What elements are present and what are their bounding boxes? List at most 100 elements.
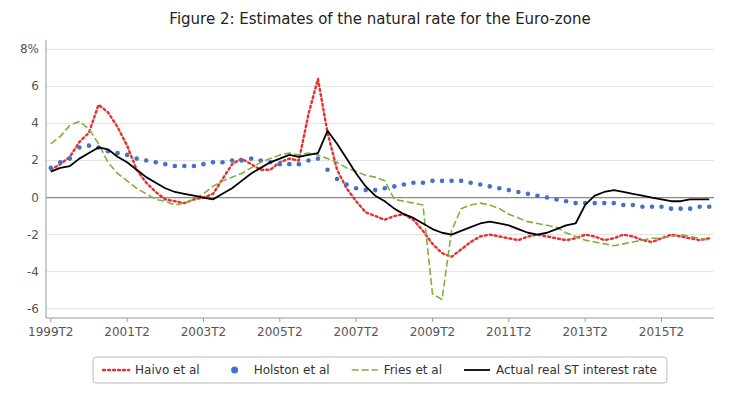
grid-line: [46, 86, 714, 87]
series-point: [507, 188, 512, 193]
x-tick-label: 2011T2: [486, 325, 532, 339]
series-point: [421, 180, 426, 185]
y-tick-label: 8%: [20, 42, 39, 56]
legend-item: Haivo et al: [103, 363, 200, 377]
series-point: [125, 153, 130, 158]
series-point: [153, 160, 158, 165]
series-point: [478, 182, 483, 187]
series-point: [392, 184, 397, 189]
y-tick-label: 2: [31, 153, 39, 167]
series-point: [612, 201, 617, 206]
y-tick-label: -2: [27, 228, 39, 242]
x-tick-label: 2003T2: [181, 325, 227, 339]
series-point: [354, 186, 359, 191]
series-line: [51, 79, 709, 257]
legend-item: Holston et al: [231, 363, 330, 377]
series-point: [58, 160, 63, 165]
series-line: [51, 131, 709, 235]
series-point: [487, 184, 492, 189]
series-point: [449, 179, 454, 184]
series-point: [201, 162, 206, 167]
series-point: [554, 197, 559, 202]
x-tick-label: 2009T2: [410, 325, 456, 339]
x-tick-label: 2001T2: [104, 325, 150, 339]
legend-label: Fries et al: [384, 363, 442, 377]
legend-label: Haivo et al: [135, 363, 200, 377]
x-tick-label: 2013T2: [562, 325, 608, 339]
legend: Haivo et al Holston et al Fries et al Actua…: [93, 357, 667, 383]
series-point: [669, 206, 674, 211]
grid-line: [46, 234, 714, 235]
series-point: [48, 166, 53, 171]
y-tick-label: -6: [27, 302, 39, 316]
series-point: [640, 205, 645, 210]
chart: Figure 2: Estimates of the natural rate …: [0, 0, 730, 409]
series-point: [325, 167, 330, 172]
x-tick-label: 2007T2: [333, 325, 379, 339]
x-axis: 1999T2 2001T2 2003T2 2005T2 2007T2 2009T2 2011…: [28, 318, 684, 339]
x-tick-label: 2005T2: [257, 325, 303, 339]
x-tick: [50, 318, 51, 322]
series-point: [163, 162, 168, 167]
series-point: [306, 158, 311, 163]
series-point: [239, 158, 244, 163]
series-point: [650, 205, 655, 210]
series-point: [220, 160, 225, 165]
series-point: [77, 145, 82, 150]
series-point: [134, 156, 139, 161]
y-tick-label: -4: [27, 265, 39, 279]
series-point: [688, 206, 693, 211]
series-line: [51, 122, 709, 300]
legend-swatch: [352, 369, 378, 371]
series-point: [430, 179, 435, 184]
x-tick: [585, 318, 586, 322]
series-point: [697, 205, 702, 210]
x-tick-label: 2015T2: [639, 325, 685, 339]
series-point: [249, 156, 254, 161]
x-tick: [508, 318, 509, 322]
series-point: [382, 186, 387, 191]
x-tick: [279, 318, 280, 322]
x-tick: [432, 318, 433, 322]
grid-line: [46, 308, 714, 309]
legend-swatch: [103, 369, 129, 371]
series-point: [535, 193, 540, 198]
series-point: [573, 201, 578, 206]
series-point: [678, 206, 683, 211]
series-point: [373, 188, 378, 193]
legend-box: [93, 357, 667, 383]
series-point: [631, 203, 636, 208]
y-tick-label: 0: [31, 191, 39, 205]
series-point: [526, 192, 531, 197]
series-point: [87, 143, 92, 148]
series-point: [440, 179, 445, 184]
y-tick-label: 4: [31, 116, 39, 130]
legend-swatch: [231, 367, 238, 374]
x-tick-label: 1999T2: [28, 325, 74, 339]
x-tick: [356, 318, 357, 322]
series-point: [278, 162, 283, 167]
series-point: [592, 201, 597, 206]
series-point: [402, 182, 407, 187]
background: [0, 0, 730, 409]
x-axis-line: [46, 318, 714, 319]
series-point: [182, 164, 187, 169]
series-point: [211, 160, 216, 165]
y-axis: -6-4-202468%: [20, 42, 714, 315]
legend-label: Actual real ST interest rate: [496, 363, 657, 377]
series-point: [144, 158, 149, 163]
grid-line: [46, 271, 714, 272]
series-point: [659, 205, 664, 210]
series-point: [173, 164, 178, 169]
legend-label: Holston et al: [254, 363, 330, 377]
x-tick: [203, 318, 204, 322]
series-point: [297, 162, 302, 167]
plot-data: [48, 79, 711, 300]
series-point: [316, 156, 321, 161]
grid-line: [46, 49, 714, 50]
series-point: [287, 162, 292, 167]
series-point: [344, 182, 349, 187]
series-point: [707, 205, 712, 210]
series-point: [621, 203, 626, 208]
series-point: [68, 156, 73, 161]
